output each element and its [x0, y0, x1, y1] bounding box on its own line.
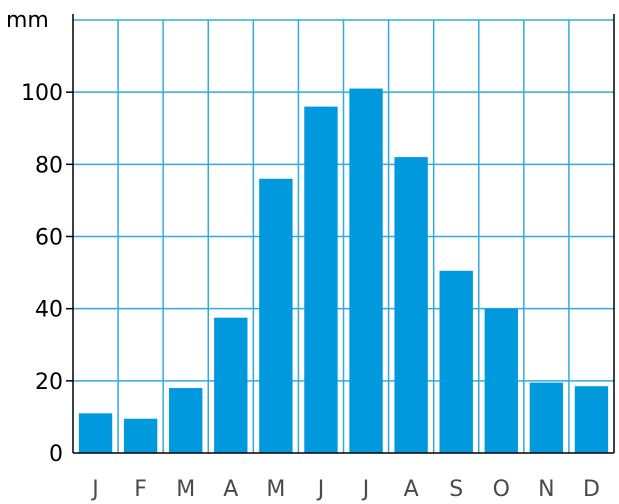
x-tick-label: J — [316, 477, 325, 502]
x-tick-label: O — [493, 477, 510, 502]
x-tick-label: F — [134, 477, 147, 502]
y-tick-label: 100 — [21, 81, 63, 106]
bar-9 — [439, 270, 473, 453]
bar-1 — [78, 413, 113, 453]
y-axis-unit-label: mm — [6, 8, 49, 33]
x-tick-label: S — [449, 477, 463, 502]
bar-5 — [259, 178, 293, 453]
bar-11 — [529, 382, 564, 453]
x-tick-label: M — [266, 477, 285, 502]
bars-layer — [78, 88, 609, 453]
bar-10 — [484, 308, 518, 453]
y-tick-label: 20 — [35, 370, 63, 395]
x-tick-label: J — [90, 477, 99, 502]
bar-8 — [394, 157, 428, 453]
x-tick-label: A — [404, 477, 419, 502]
x-tick-label: D — [583, 477, 600, 502]
bar-3 — [169, 388, 203, 453]
x-tick-label: N — [538, 477, 554, 502]
x-tick-label: J — [361, 477, 370, 502]
y-tick-label: 60 — [35, 226, 63, 251]
x-tick-label: A — [223, 477, 238, 502]
bar-2 — [123, 418, 158, 453]
y-tick-label: 0 — [49, 442, 63, 467]
y-tick-label: 80 — [35, 153, 63, 178]
bar-4 — [214, 317, 248, 453]
frame-layer — [66, 14, 615, 454]
bar-7 — [349, 88, 383, 453]
y-tick-label: 40 — [35, 298, 63, 323]
grid-layer — [73, 19, 614, 453]
x-tick-label: M — [176, 477, 195, 502]
bar-6 — [304, 106, 338, 453]
bar-12 — [574, 386, 609, 453]
y-axis-labels: 0 20 40 60 80 100 — [21, 81, 63, 467]
